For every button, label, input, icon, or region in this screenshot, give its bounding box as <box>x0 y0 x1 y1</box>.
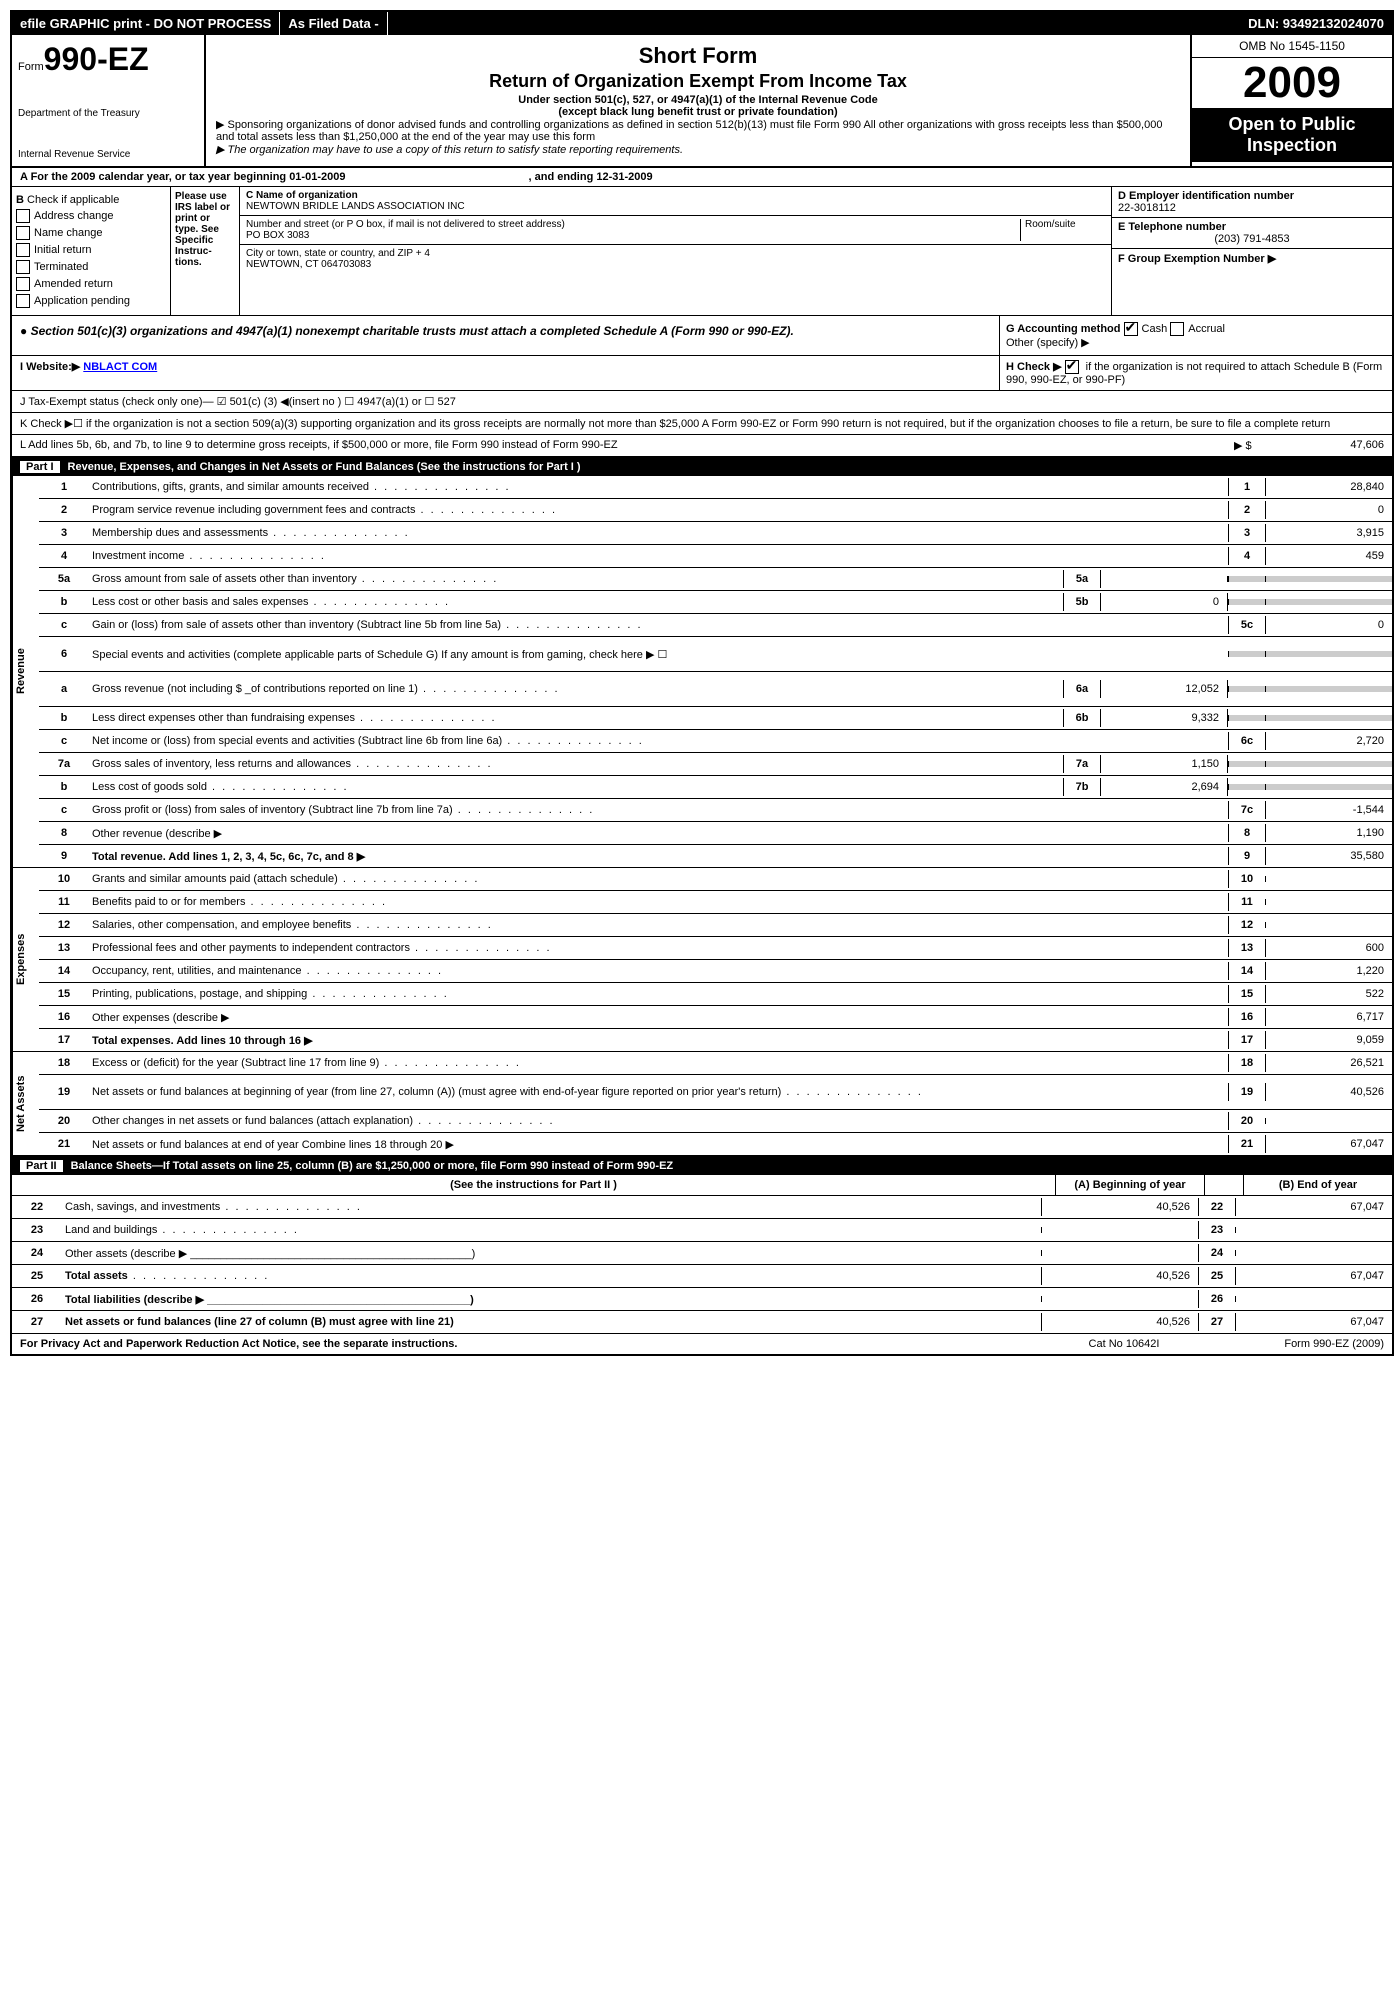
bal25-a: 40,526 <box>1041 1267 1198 1285</box>
part2-header: Part II Balance Sheets—If Total assets o… <box>12 1157 1392 1175</box>
subtitle-except: (except black lung benefit trust or priv… <box>558 106 837 118</box>
line13-val: 600 <box>1265 939 1392 957</box>
dln: DLN: 93492132024070 <box>1240 12 1392 35</box>
bal27-a: 40,526 <box>1041 1313 1198 1331</box>
efile-notice: efile GRAPHIC print - DO NOT PROCESS <box>12 12 280 35</box>
state-note: ▶ The organization may have to use a cop… <box>216 144 683 156</box>
form-prefix: Form <box>18 61 44 73</box>
org-info: C Name of organizationNEWTOWN BRIDLE LAN… <box>240 187 1111 315</box>
footer: For Privacy Act and Paperwork Reduction … <box>12 1333 1392 1354</box>
calendar-year: A For the 2009 calendar year, or tax yea… <box>12 168 1392 187</box>
line16-val: 6,717 <box>1265 1008 1392 1026</box>
form-990ez: efile GRAPHIC print - DO NOT PROCESS As … <box>10 10 1394 1356</box>
line21-val: 67,047 <box>1265 1135 1392 1153</box>
tax-year: 2009 <box>1192 58 1392 108</box>
form-number: 990-EZ <box>44 41 149 77</box>
dept-irs: Internal Revenue Service <box>18 149 198 160</box>
dept-treasury: Department of the Treasury <box>18 108 198 119</box>
header-mid: Short Form Return of Organization Exempt… <box>206 35 1190 166</box>
form-version: Form 990-EZ (2009) <box>1204 1338 1384 1350</box>
line9-val: 35,580 <box>1265 847 1392 865</box>
line14-val: 1,220 <box>1265 962 1392 980</box>
expenses-section: Expenses 10Grants and similar amounts pa… <box>12 868 1392 1052</box>
bal27-b: 67,047 <box>1235 1313 1392 1331</box>
line15-val: 522 <box>1265 985 1392 1003</box>
chk-name[interactable]: Name change <box>16 226 166 240</box>
phone: (203) 791-4853 <box>1118 233 1386 245</box>
ein: 22-3018112 <box>1118 202 1176 214</box>
line2-val: 0 <box>1265 501 1392 519</box>
chk-initial[interactable]: Initial return <box>16 243 166 257</box>
expenses-label: Expenses <box>12 868 39 1051</box>
group-exemption: F Group Exemption Number ▶ <box>1118 253 1276 265</box>
use-irs-label: Please use IRS label or print or type. S… <box>171 187 240 315</box>
line3-val: 3,915 <box>1265 524 1392 542</box>
header-right: OMB No 1545-1150 2009 Open to Public Ins… <box>1190 35 1392 166</box>
netassets-section: Net Assets 18Excess or (deficit) for the… <box>12 1052 1392 1157</box>
title-return: Return of Organization Exempt From Incom… <box>216 71 1180 92</box>
line5c-val: 0 <box>1265 616 1392 634</box>
asfiled: As Filed Data - <box>280 12 387 35</box>
line19-val: 40,526 <box>1265 1083 1392 1101</box>
line8-val: 1,190 <box>1265 824 1392 842</box>
line7c-val: -1,544 <box>1265 801 1392 819</box>
balance-sheet: (See the instructions for Part II ) (A) … <box>12 1175 1392 1333</box>
h-check: H Check ▶ if the organization is not req… <box>999 356 1392 390</box>
col-a-hdr: (A) Beginning of year <box>1055 1175 1204 1195</box>
org-name: NEWTOWN BRIDLE LANDS ASSOCIATION INC <box>246 201 465 212</box>
revenue-section: Revenue 1Contributions, gifts, grants, a… <box>12 476 1392 868</box>
sec501-right: G Accounting method Cash Accrual Other (… <box>999 316 1392 355</box>
chk-pending[interactable]: Application pending <box>16 294 166 308</box>
website-row: I Website:▶ NBLACT COM <box>12 356 999 390</box>
title-short-form: Short Form <box>216 43 1180 69</box>
website-link[interactable]: NBLACT COM <box>83 361 157 373</box>
part1-header: Part I Revenue, Expenses, and Changes in… <box>12 458 1392 476</box>
netassets-label: Net Assets <box>12 1052 39 1155</box>
revenue-label: Revenue <box>12 476 39 867</box>
privacy-notice: For Privacy Act and Paperwork Reduction … <box>20 1338 457 1350</box>
open-public: Open to Public Inspection <box>1192 108 1392 162</box>
right-column: D Employer identification number22-30181… <box>1111 187 1392 315</box>
chk-terminated[interactable]: Terminated <box>16 260 166 274</box>
l-line: L Add lines 5b, 6b, and 7b, to line 9 to… <box>12 435 1392 458</box>
org-addr: PO BOX 3083 <box>246 230 309 241</box>
line6c-val: 2,720 <box>1265 732 1392 750</box>
chk-accrual[interactable] <box>1170 322 1184 336</box>
line17-val: 9,059 <box>1265 1031 1392 1049</box>
line18-val: 26,521 <box>1265 1054 1392 1072</box>
subtitle-section: Under section 501(c), 527, or 4947(a)(1)… <box>518 94 877 106</box>
k-check: K Check ▶☐ if the organization is not a … <box>12 413 1392 435</box>
gross-receipts: 47,606 <box>1274 439 1384 452</box>
omb-number: OMB No 1545-1150 <box>1192 35 1392 58</box>
bal22-b: 67,047 <box>1235 1198 1392 1216</box>
tax-exempt-status: J Tax-Exempt status (check only one)— ☑ … <box>12 391 1392 413</box>
bal25-b: 67,047 <box>1235 1267 1392 1285</box>
chk-address[interactable]: Address change <box>16 209 166 223</box>
chk-h[interactable] <box>1065 360 1079 374</box>
sponsor-note: ▶ Sponsoring organizations of donor advi… <box>216 118 1180 143</box>
chk-amended[interactable]: Amended return <box>16 277 166 291</box>
header: Form990-EZ Department of the Treasury In… <box>12 35 1392 168</box>
chk-cash[interactable] <box>1124 322 1138 336</box>
checkboxes-b: B Check if applicable Address change Nam… <box>12 187 171 315</box>
topbar: efile GRAPHIC print - DO NOT PROCESS As … <box>12 12 1392 35</box>
sec501-text: ● Section 501(c)(3) organizations and 49… <box>12 316 999 355</box>
line4-val: 459 <box>1265 547 1392 565</box>
org-city: NEWTOWN, CT 064703083 <box>246 259 371 270</box>
cat-no: Cat No 10642I <box>1044 1338 1204 1350</box>
header-left: Form990-EZ Department of the Treasury In… <box>12 35 206 166</box>
box-b-section: B Check if applicable Address change Nam… <box>12 187 1392 316</box>
col-b-hdr: (B) End of year <box>1243 1175 1392 1195</box>
section-501: ● Section 501(c)(3) organizations and 49… <box>12 316 1392 356</box>
line1-val: 28,840 <box>1265 478 1392 496</box>
bal22-a: 40,526 <box>1041 1198 1198 1216</box>
